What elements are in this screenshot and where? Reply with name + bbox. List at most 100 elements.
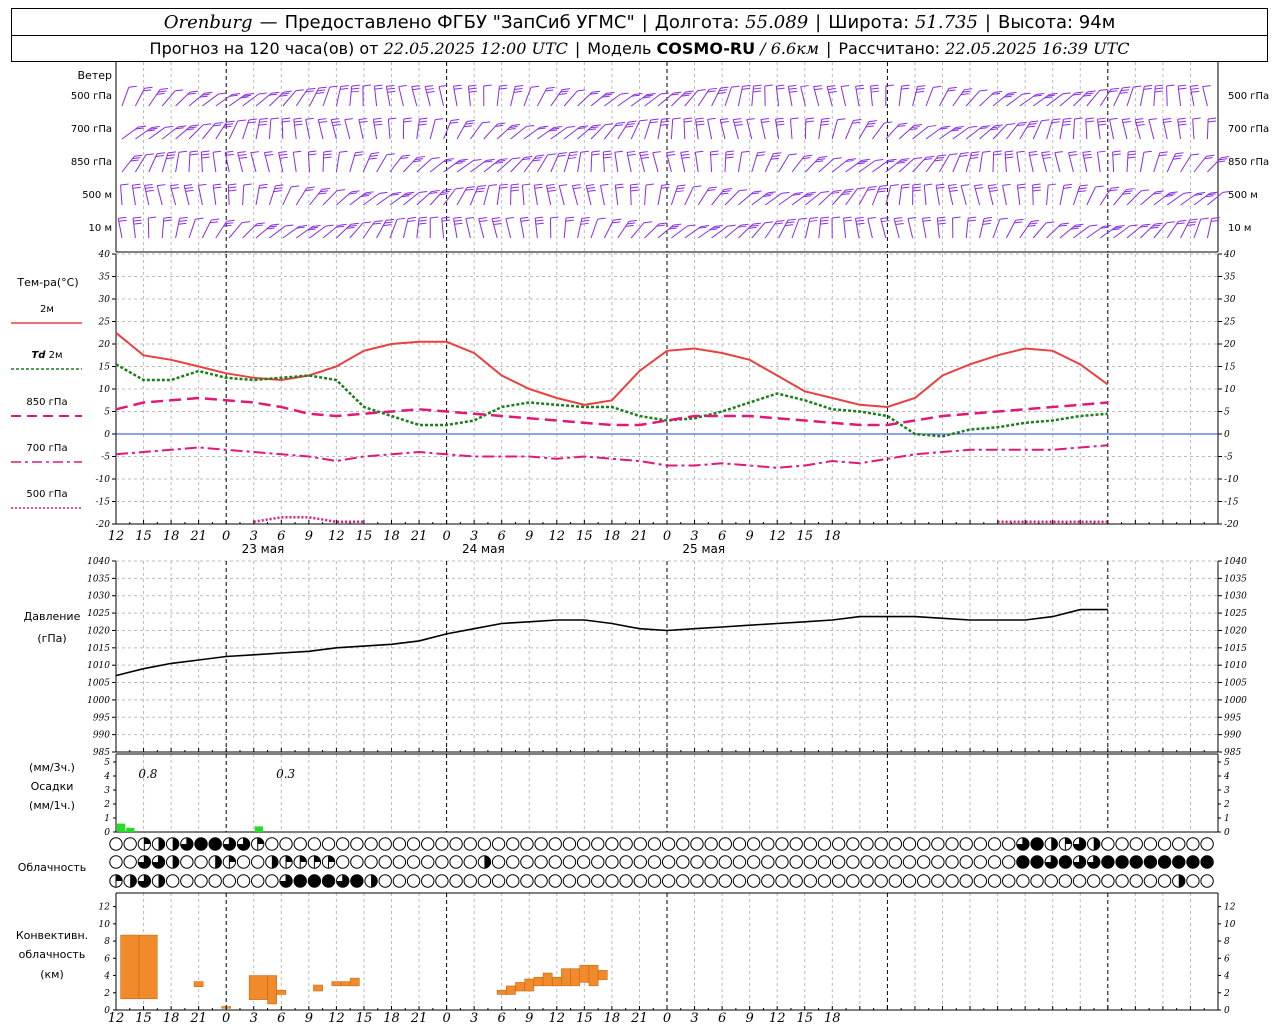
y-tick-label: 0 [104,1006,110,1016]
cloud-symbol [123,855,137,869]
wind-barb-feather [1014,221,1023,224]
wind-barb-feather [788,87,797,90]
y-tick-label: 25 [98,318,111,328]
precip-bar [254,826,263,832]
wind-barb-feather [454,162,464,165]
wind-barb [1193,192,1211,206]
y-tick-label: 5 [1224,758,1230,768]
wind-barb [349,192,366,206]
y-tick-label: 8 [1224,937,1230,947]
wind-barb-feather [841,193,850,196]
wind-barb-feather [888,158,897,161]
wind-barb [242,119,250,140]
cloud-symbol [576,855,591,869]
wind-barb-feather [604,93,613,96]
wind-barb [536,88,548,107]
wind-barb-feather [565,219,574,222]
wind-barb-feather [948,186,958,189]
wind-barb-feather [468,84,477,87]
wind-barb [952,126,970,140]
wind-barb-feather [1177,120,1187,123]
wind-barb-feather [1052,118,1061,121]
wind-barb-feather [188,126,197,129]
wind-barb-feather [993,153,1002,156]
y-tick-label: 985 [1224,748,1241,758]
wind-barb-feather [753,84,762,87]
cloud-symbol [916,855,931,869]
wind-barb-feather [853,119,862,122]
convective-cell [515,982,525,992]
wind-barb-feather [340,84,349,87]
wind-barb-feather [332,123,341,126]
cloud-fill [1093,837,1100,851]
model-label: Модель [587,39,652,58]
wind-barb [295,187,308,206]
wind-barb-feather [994,90,1003,93]
wind-barb-feather [406,191,415,194]
cloud-symbol [1129,874,1143,888]
wind-barb-feather [855,219,865,222]
wind-barb-feather [667,154,676,157]
wind-barb [979,218,985,239]
cloud-symbol [987,837,1002,851]
wind-barb-feather [808,191,817,194]
wind-barb [577,152,582,173]
wind-barb-feather [195,217,204,220]
cloud-symbol [1058,874,1073,888]
cloud-symbol [477,837,492,851]
wind-barb-feather [867,188,876,191]
wind-barb-feather [604,123,614,126]
wind-barb-feather [577,127,586,130]
wind-barb-feather [673,223,682,226]
wind-barb [925,155,939,173]
wind-barb [1126,224,1143,239]
wind-barb-feather [776,220,785,223]
wind-barb-feather [934,159,943,162]
wind-barb-feather [259,120,268,123]
wind-barb-feather [856,222,865,225]
t850-line [115,396,1108,427]
wind-barb [657,92,674,107]
wind-barb-feather [922,216,931,219]
wind-barb-feather [720,86,729,89]
wind-barb-feather [1079,184,1088,187]
cloud-fill [286,855,293,862]
x-tick-label: 0 [222,529,230,544]
wind-barb-feather [445,158,455,161]
wind-barb [845,159,863,173]
y-tick-label: 1025 [87,609,110,619]
wind-barb-feather [362,84,371,87]
wind-barb-feather [368,157,377,160]
wind-barb-feather [1027,125,1036,128]
wind-barb-feather [213,186,222,189]
wind-barb-feather [879,184,888,187]
cloud-symbol [491,837,506,851]
cloud-symbol [477,874,492,888]
wind-barb-feather [1097,117,1106,120]
wind-barb-feather [720,192,729,195]
y-tick-label: 1030 [1224,592,1247,602]
x-tick-label: 0 [222,1011,230,1024]
wind-barb-feather [1062,92,1071,95]
wind-barb-feather [936,156,945,159]
wind-barb-feather [476,187,485,190]
wind-barb-feather [630,183,639,186]
wind-barb [577,218,583,239]
wind-barb-feather [971,151,980,154]
cloud-symbol [931,874,945,888]
wind-barb [389,155,403,173]
y-tick-label: 2 [1223,989,1230,999]
cloud-symbol [491,874,506,888]
wind-barb-feather [228,183,237,186]
x-tick-label: 21 [410,529,428,544]
wind-barb-feather [534,157,543,160]
provider-text: Предоставлено ФГБУ "ЗапСиб УГМС" [284,11,635,33]
wind-barb-feather [379,191,388,194]
wind-barb-feather [907,217,917,220]
wind-barb-feather [1207,120,1217,123]
wind-barb [558,185,565,206]
wind-barb-feather [499,183,508,186]
cloud-symbol [548,837,562,851]
wind-barb-feather [776,84,785,87]
cloud-symbol [605,855,619,869]
